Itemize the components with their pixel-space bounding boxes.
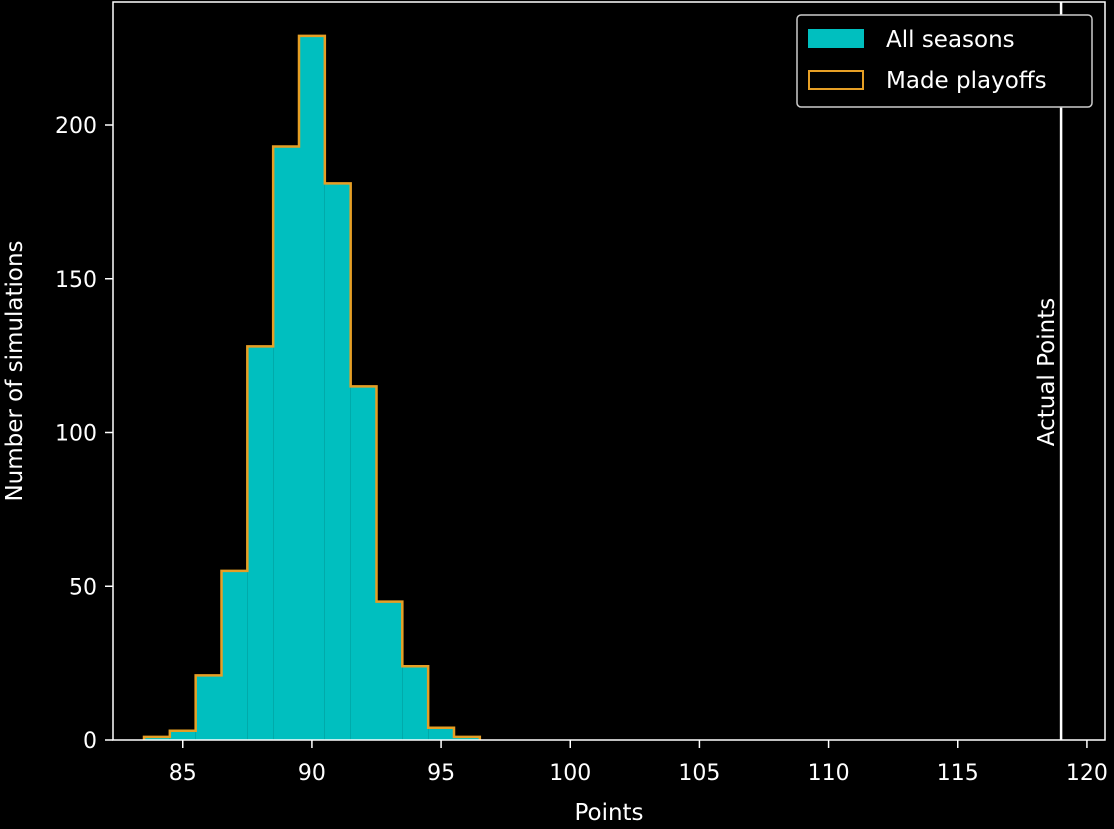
legend-box [796,14,1093,108]
y-axis: 0 50 100 150 200 [55,114,113,754]
x-tick-label: 90 [298,761,326,786]
all-seasons-bars [144,35,480,741]
y-axis-label: Number of simulations [2,240,28,501]
legend-label-made-playoffs: Made playoffs [886,68,1047,94]
bar-all-seasons [299,35,325,740]
bar-all-seasons [247,346,274,740]
bar-all-seasons [195,675,222,740]
bar-all-seasons [350,386,377,740]
bar-all-seasons [454,736,480,740]
bar-all-seasons [144,736,170,740]
bar-all-seasons [273,146,299,740]
x-axis: 85 90 95 100 105 110 115 120 [169,740,1108,786]
legend-swatch-made-playoffs [808,70,864,90]
legend-swatch-all-seasons [808,29,864,48]
made-playoffs-outline [142,34,482,740]
y-tick-label: 0 [83,729,97,754]
bar-all-seasons [428,727,454,740]
x-tick-label: 100 [549,761,591,786]
y-tick-label: 100 [55,422,97,447]
bar-all-seasons [376,601,403,740]
bar-all-seasons [402,666,429,740]
actual-points-label: Actual Points [1034,298,1060,446]
x-axis-label: Points [574,800,643,826]
legend: All seasons Made playoffs [796,14,1093,108]
bar-all-seasons [221,570,248,740]
x-tick-label: 105 [678,761,720,786]
x-tick-label: 85 [169,761,197,786]
x-tick-label: 120 [1066,761,1108,786]
x-tick-label: 95 [427,761,455,786]
y-tick-label: 150 [55,268,97,293]
x-tick-label: 110 [808,761,850,786]
plot-frame [112,1,1106,741]
x-tick-label: 115 [937,761,979,786]
legend-label-all-seasons: All seasons [886,27,1015,53]
bar-all-seasons [324,183,351,741]
y-tick-label: 50 [69,575,97,600]
y-tick-label: 200 [55,114,97,139]
bar-all-seasons [169,730,196,740]
